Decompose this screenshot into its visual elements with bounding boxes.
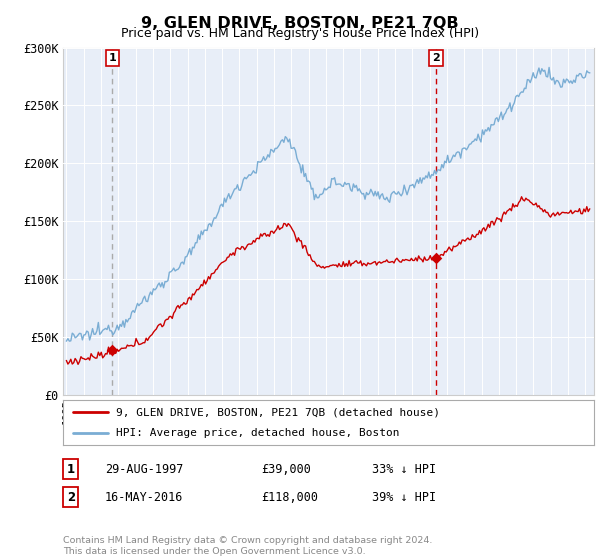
Text: 29-AUG-1997: 29-AUG-1997 xyxy=(105,463,184,476)
Text: £118,000: £118,000 xyxy=(261,491,318,504)
Text: £39,000: £39,000 xyxy=(261,463,311,476)
Point xyxy=(107,345,117,354)
Text: 9, GLEN DRIVE, BOSTON, PE21 7QB (detached house): 9, GLEN DRIVE, BOSTON, PE21 7QB (detache… xyxy=(116,408,440,418)
Text: 33% ↓ HPI: 33% ↓ HPI xyxy=(372,463,436,476)
Text: 1: 1 xyxy=(109,53,116,63)
Text: Price paid vs. HM Land Registry's House Price Index (HPI): Price paid vs. HM Land Registry's House … xyxy=(121,27,479,40)
Text: Contains HM Land Registry data © Crown copyright and database right 2024.
This d: Contains HM Land Registry data © Crown c… xyxy=(63,536,433,556)
Text: 9, GLEN DRIVE, BOSTON, PE21 7QB: 9, GLEN DRIVE, BOSTON, PE21 7QB xyxy=(141,16,459,31)
Text: 2: 2 xyxy=(432,53,440,63)
Text: 1: 1 xyxy=(67,463,75,476)
Text: 2: 2 xyxy=(67,491,75,504)
Point xyxy=(431,254,441,263)
Text: 39% ↓ HPI: 39% ↓ HPI xyxy=(372,491,436,504)
Text: 16-MAY-2016: 16-MAY-2016 xyxy=(105,491,184,504)
Text: HPI: Average price, detached house, Boston: HPI: Average price, detached house, Bost… xyxy=(116,428,400,438)
